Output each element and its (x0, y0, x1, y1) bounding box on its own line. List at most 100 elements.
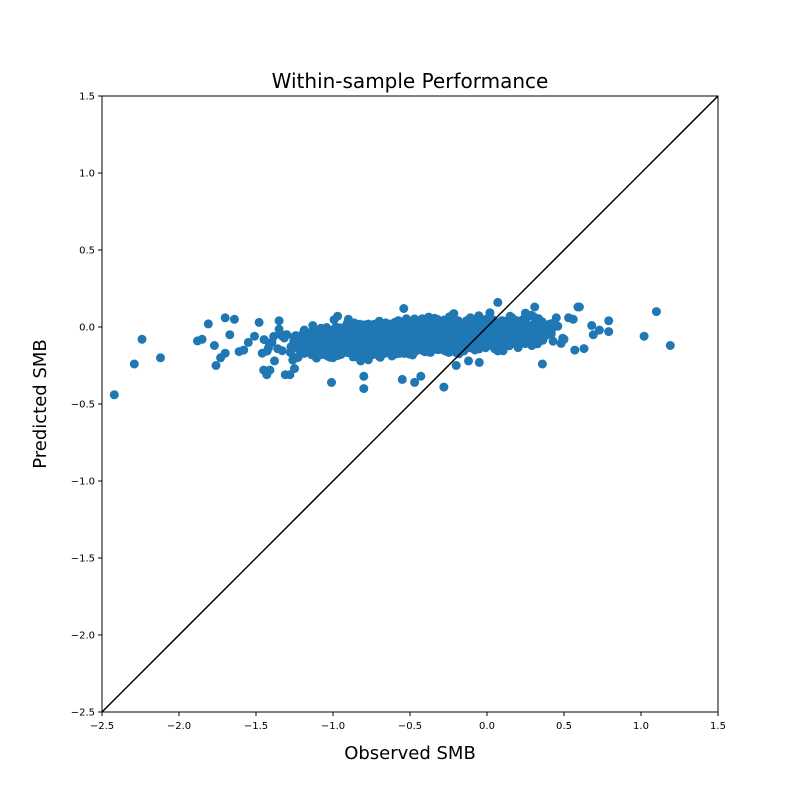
data-point (410, 346, 420, 356)
data-point (257, 348, 267, 358)
data-point (243, 337, 253, 347)
data-point (568, 314, 578, 324)
data-point (209, 341, 219, 350)
y-tick-label: 0.0 (79, 323, 95, 334)
data-point (417, 314, 427, 324)
data-point (156, 353, 165, 363)
x-tick-label: 1.0 (633, 721, 649, 732)
x-tick-label: 1.5 (710, 721, 726, 732)
x-tick-label: −0.5 (398, 721, 422, 732)
data-point (384, 340, 394, 350)
data-point (604, 327, 614, 337)
data-point (254, 317, 264, 327)
data-point (211, 361, 221, 370)
data-point (410, 339, 420, 349)
data-point (527, 331, 537, 341)
data-point (421, 329, 430, 339)
data-point (508, 322, 518, 332)
data-point (359, 384, 369, 394)
data-point (368, 331, 378, 341)
data-point (515, 324, 525, 334)
y-axis-ticks: −2.5 −2.0 −1.5 −1.0 −0.5 0.0 0.5 1.0 1.5 (71, 92, 102, 719)
data-point (274, 324, 284, 334)
data-point (465, 313, 475, 323)
y-tick-label: −2.5 (71, 708, 95, 719)
data-point (273, 344, 283, 354)
data-point (386, 319, 396, 329)
data-point (203, 319, 213, 329)
data-point (397, 318, 406, 328)
y-tick-label: −0.5 (71, 400, 95, 411)
data-point (474, 357, 484, 367)
data-point (639, 331, 649, 341)
x-tick-label: 0.0 (479, 721, 495, 732)
data-point (466, 328, 476, 338)
data-point (477, 332, 487, 342)
data-point (343, 314, 353, 324)
data-point (415, 323, 424, 332)
x-tick-label: −2.5 (90, 721, 114, 732)
data-point (285, 370, 295, 380)
data-points (109, 297, 675, 400)
data-point (441, 338, 451, 348)
data-point (356, 356, 366, 366)
data-point (313, 350, 323, 359)
data-point (367, 344, 377, 354)
x-axis-title: Observed SMB (344, 743, 476, 764)
x-tick-label: −1.5 (244, 721, 268, 732)
data-point (333, 311, 343, 321)
data-point (363, 351, 373, 361)
data-point (410, 377, 420, 387)
x-tick-label: −2.0 (167, 721, 191, 732)
data-point (376, 341, 386, 351)
data-point (299, 325, 309, 335)
data-point (462, 341, 472, 351)
data-point (259, 335, 269, 345)
data-point (594, 325, 604, 335)
data-point (331, 331, 340, 341)
y-tick-label: −2.0 (71, 631, 95, 642)
data-point (487, 338, 497, 348)
data-point (229, 314, 239, 324)
data-point (334, 323, 344, 333)
data-point (393, 333, 403, 343)
y-tick-label: −1.0 (71, 477, 95, 488)
y-tick-label: 0.5 (79, 246, 95, 257)
y-axis-title: Predicted SMB (30, 339, 51, 469)
data-point (320, 334, 330, 344)
data-point (250, 331, 259, 341)
data-point (327, 377, 336, 387)
data-point (536, 334, 546, 343)
data-point (587, 321, 597, 330)
data-point (550, 320, 560, 330)
data-point (508, 332, 518, 342)
data-point (440, 323, 450, 333)
data-point (308, 321, 318, 330)
data-point (530, 302, 540, 312)
data-point (455, 324, 465, 334)
data-point (505, 311, 515, 321)
data-point (551, 313, 561, 323)
data-point (548, 336, 558, 346)
data-point (220, 313, 230, 323)
data-point (353, 324, 363, 334)
data-point (306, 327, 316, 337)
identity-line (101, 95, 719, 713)
data-point (464, 356, 473, 366)
data-point (604, 316, 614, 326)
data-point (570, 345, 580, 355)
data-point (129, 359, 139, 369)
data-point (359, 371, 369, 381)
data-point (332, 347, 342, 357)
x-axis-ticks: −2.5 −2.0 −1.5 −1.0 −0.5 0.0 0.5 1.0 1.5 (90, 712, 726, 732)
data-point (290, 364, 299, 374)
data-point (343, 321, 353, 331)
data-point (274, 316, 284, 326)
data-point (401, 333, 411, 343)
data-point (416, 371, 426, 381)
data-point (518, 333, 528, 343)
data-point (397, 374, 407, 384)
data-point (499, 323, 508, 333)
